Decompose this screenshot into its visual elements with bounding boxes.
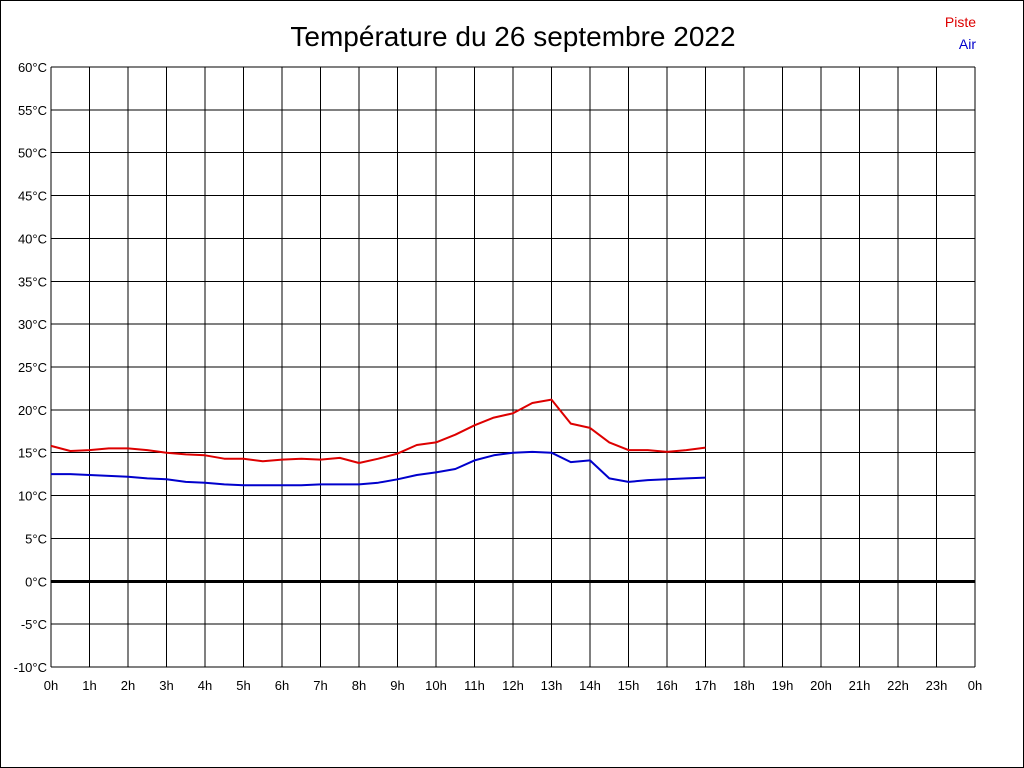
- x-tick-label: 13h: [541, 678, 563, 693]
- x-tick-label: 11h: [464, 678, 485, 693]
- y-tick-label: 35°C: [18, 274, 47, 289]
- x-tick-label: 18h: [733, 678, 755, 693]
- y-tick-label: 45°C: [18, 189, 47, 204]
- x-tick-label: 9h: [390, 678, 404, 693]
- legend-entry-piste: Piste: [945, 14, 976, 30]
- y-tick-label: 5°C: [25, 531, 47, 546]
- x-tick-label: 17h: [695, 678, 717, 693]
- chart-title: Température du 26 septembre 2022: [290, 21, 735, 52]
- x-tick-label: 23h: [926, 678, 948, 693]
- x-tick-label: 0h: [44, 678, 58, 693]
- y-tick-label: 20°C: [18, 403, 47, 418]
- y-tick-label: 55°C: [18, 103, 47, 118]
- x-tick-label: 22h: [887, 678, 909, 693]
- x-axis-ticks: 0h 1h 2h 3h 4h 5h 6h 7h 8h 9h 10h 11h 12h 13h 14h 15h 16…: [44, 678, 982, 693]
- x-tick-label: 6h: [275, 678, 289, 693]
- y-axis-ticks: 60°C 55°C 50°C 45°C 40°C 35°C 30°C 25°C 20°C 15°C…: [14, 60, 47, 675]
- x-tick-label: 7h: [313, 678, 327, 693]
- series-line-piste: [50, 398, 706, 464]
- y-tick-label: 0°C: [25, 574, 47, 589]
- x-tick-label: 21h: [849, 678, 871, 693]
- x-tick-label: 8h: [352, 678, 366, 693]
- y-tick-label: -5°C: [21, 617, 47, 632]
- x-tick-label: 1h: [82, 678, 96, 693]
- chart-grid: [50, 66, 976, 668]
- x-tick-label: 12h: [502, 678, 524, 693]
- y-tick-label: 15°C: [18, 446, 47, 461]
- x-tick-label: 4h: [198, 678, 212, 693]
- legend-entry-air: Air: [959, 36, 976, 52]
- y-tick-label: 60°C: [18, 60, 47, 75]
- y-tick-label: 30°C: [18, 317, 47, 332]
- y-tick-label: 40°C: [18, 231, 47, 246]
- x-tick-label: 14h: [579, 678, 601, 693]
- y-tick-label: 10°C: [18, 489, 47, 504]
- series-line-air: [51, 450, 706, 487]
- x-tick-label: 5h: [236, 678, 250, 693]
- legend: Piste Air: [945, 14, 976, 52]
- x-tick-label: 10h: [425, 678, 447, 693]
- x-tick-label: 0h: [968, 678, 982, 693]
- x-tick-label: 3h: [159, 678, 173, 693]
- x-tick-label: 2h: [121, 678, 135, 693]
- x-tick-label: 16h: [656, 678, 678, 693]
- x-tick-label: 15h: [618, 678, 640, 693]
- x-tick-label: 20h: [810, 678, 832, 693]
- series-lines: [50, 398, 706, 487]
- y-tick-label: -10°C: [14, 660, 47, 675]
- y-tick-label: 25°C: [18, 360, 47, 375]
- y-tick-label: 50°C: [18, 146, 47, 161]
- x-tick-label: 19h: [772, 678, 794, 693]
